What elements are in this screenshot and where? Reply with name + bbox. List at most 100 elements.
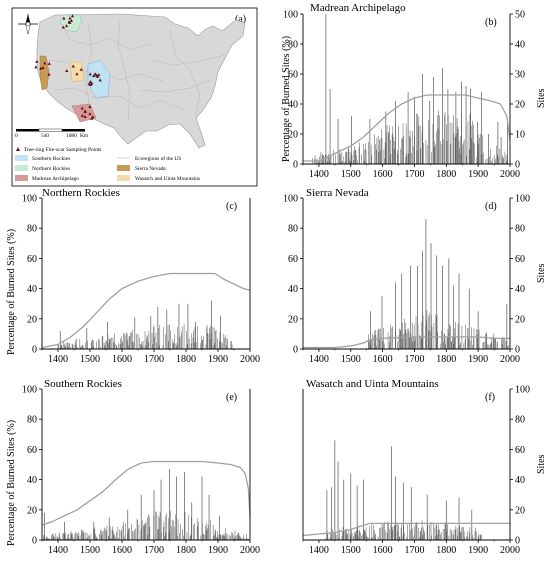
wasatch-uinta-region	[69, 61, 85, 83]
legend-swatch-wasatch-uinta	[117, 175, 130, 181]
chart-panel-label-d: (d)	[485, 201, 497, 212]
chart-panel-e: Southern Rockies (e) 1400 1500 1600 1700 1800 1…	[22, 378, 260, 556]
y-tick-label-left: 0	[293, 160, 298, 171]
y-tick-label-left: 20	[288, 130, 298, 141]
sampling-point-marker	[88, 112, 92, 116]
legend-label-madrean: Madrean Archipelago	[32, 176, 79, 182]
sites-curve-b	[303, 94, 511, 162]
sampling-point-marker	[65, 68, 69, 72]
y-tick-label-left: 100	[283, 10, 298, 21]
y-tick-label-right: 80	[515, 415, 525, 426]
sampling-point-marker	[68, 16, 72, 20]
y-tick-label-right: 100	[515, 385, 530, 396]
sites-curve-e	[41, 460, 251, 526]
sites-curve-f	[302, 522, 510, 537]
x-tick-label: 1800	[436, 545, 456, 556]
ylabel-left-e: Percentage of Burned Sites (%)	[6, 420, 17, 546]
y-tick-label-right: 0	[515, 536, 520, 547]
x-tick-label: 1900	[468, 354, 488, 365]
x-tick-label: 1600	[112, 545, 132, 556]
chart-panel-label-f: (f)	[485, 392, 495, 403]
sierra-nevada-region	[39, 55, 50, 91]
sampling-point-marker	[88, 72, 92, 76]
ylabel-left-b: Percentage of Burned Sites (%)	[281, 36, 292, 162]
compass-icon	[18, 14, 38, 35]
sampling-point-marker	[98, 78, 102, 82]
x-tick-label: 1400	[309, 545, 329, 556]
y-tick-label-left: 60	[288, 254, 298, 265]
x-tick-label: 1800	[176, 545, 196, 556]
sampling-point-marker	[91, 115, 95, 119]
chart-panel-c: Northern Rockies (c) 1400 1500 1600 1700 1800 1…	[22, 187, 260, 365]
y-tick-label-right: 60	[515, 254, 525, 265]
sampling-point-marker	[90, 81, 94, 85]
legend-label-northern-rockies: Northern Rockies	[32, 166, 70, 172]
y-tick-label-left: 80	[288, 224, 298, 235]
y-tick-label-right: 20	[515, 505, 525, 516]
sampling-points	[34, 14, 102, 120]
y-tick-label-left: 0	[293, 345, 298, 356]
ecoregion-lines	[44, 19, 226, 121]
x-tick-label: 1900	[468, 169, 488, 180]
x-tick-label: 2000	[500, 354, 520, 365]
sampling-point-marker	[47, 72, 51, 76]
sampling-point-marker	[64, 24, 69, 28]
triangle-icon	[16, 147, 20, 151]
y-tick-label-right: 20	[515, 100, 525, 111]
map-legend: Tree-ring Fire-scar Sampling Points Sout…	[15, 147, 200, 182]
scale-unit: Km	[80, 133, 89, 139]
x-tick-label: 1400	[309, 169, 329, 180]
x-tick-label: 1900	[468, 545, 488, 556]
y-tick-label-right: 40	[515, 40, 525, 51]
sampling-point-marker	[80, 113, 84, 117]
y-tick-label-left: 40	[27, 284, 37, 295]
x-tick-label: 1400	[48, 354, 68, 365]
sampling-point-marker	[79, 67, 83, 71]
legend-label-ecoregions: Ecoregions of the US	[135, 155, 181, 162]
x-tick-label: 1900	[208, 354, 228, 365]
ylabel-right-b: Sites	[536, 88, 547, 108]
x-tick-label: 1700	[144, 545, 164, 556]
sampling-point-marker	[47, 61, 51, 65]
burn-bars-c	[57, 300, 233, 349]
y-tick-label-right: 40	[515, 475, 525, 486]
x-tick-label: 1700	[404, 169, 424, 180]
y-tick-label-left: 80	[27, 224, 37, 235]
legend-swatch-northern-rockies	[15, 165, 28, 171]
x-tick-label: 1500	[80, 545, 100, 556]
sampling-point-marker	[35, 59, 39, 63]
chart-title-e: Southern Rockies	[44, 378, 122, 390]
y-tick-label-left: 100	[22, 385, 37, 396]
y-tick-label-left: 80	[27, 415, 37, 426]
y-tick-label-right: 0	[515, 345, 520, 356]
sampling-point-marker	[83, 114, 87, 118]
scale-label-1080: 1080	[66, 133, 77, 139]
x-tick-label: 1700	[144, 354, 164, 365]
x-tick-label: 1600	[373, 545, 393, 556]
chart-title-c: Northern Rockies	[42, 187, 120, 199]
x-tick-label: 1500	[341, 354, 361, 365]
sampling-point-marker	[96, 74, 100, 78]
sites-curve-c	[41, 272, 251, 349]
y-tick-label-left: 40	[288, 100, 298, 111]
sampling-point-marker	[39, 66, 43, 70]
scale-bar: 0 540 1080 Km	[15, 128, 89, 139]
x-tick-label: 1700	[404, 354, 424, 365]
chart-panel-label-b: (b)	[485, 17, 497, 28]
y-tick-label-left: 40	[27, 475, 37, 486]
southern-rockies-region	[87, 59, 111, 99]
sampling-point-marker	[67, 20, 71, 24]
sampling-point-marker	[34, 65, 38, 69]
y-tick-label-left: 0	[32, 536, 37, 547]
legend-swatch-sierra-nevada	[117, 165, 130, 171]
x-tick-label: 1800	[176, 354, 196, 365]
scale-label-540: 540	[41, 133, 49, 139]
sampling-point-marker	[83, 109, 87, 113]
legend-points-label: Tree-ring Fire-scar Sampling Points	[24, 147, 102, 153]
x-tick-label: 1600	[373, 169, 393, 180]
sampling-point-marker	[88, 80, 93, 84]
sampling-point-marker	[93, 72, 98, 76]
y-tick-label-right: 60	[515, 445, 525, 456]
y-tick-label-right: 100	[515, 194, 530, 205]
